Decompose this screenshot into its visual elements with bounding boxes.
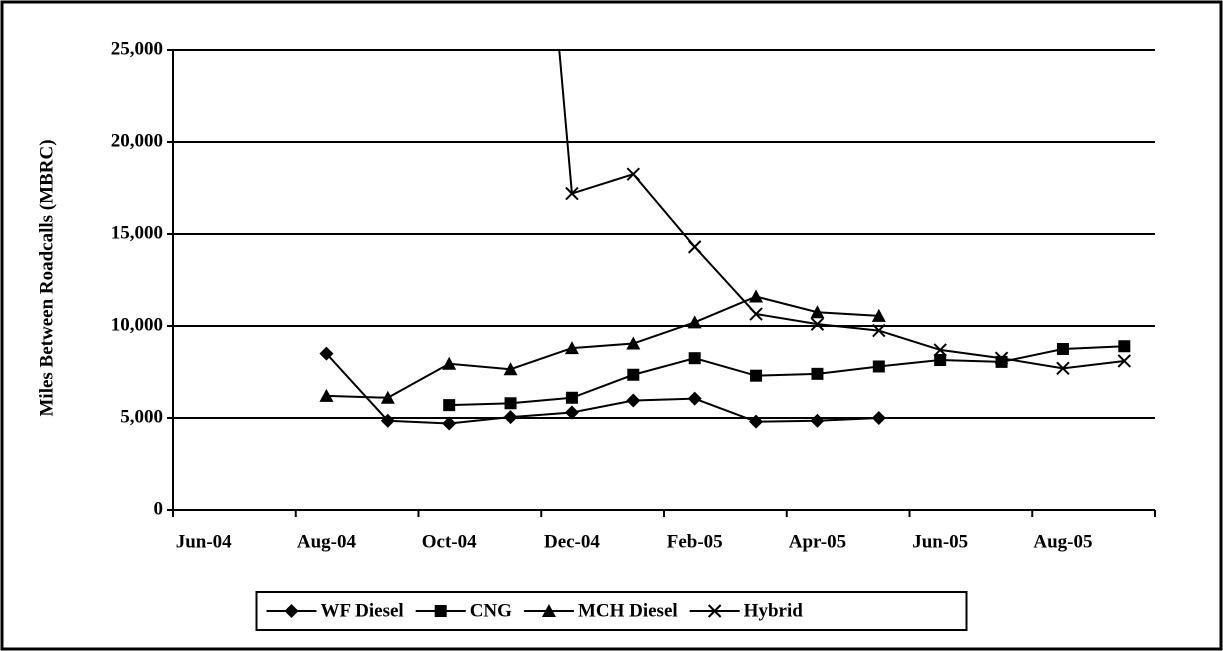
marker (749, 289, 764, 303)
series-line (326, 295, 879, 399)
x-tick-label: Dec-04 (544, 531, 600, 552)
marker (284, 604, 299, 618)
marker (1117, 354, 1132, 368)
x-tick-label: Oct-04 (422, 531, 477, 552)
y-tick-label: 5,000 (120, 406, 163, 427)
x-tick-label: Aug-05 (1033, 531, 1092, 552)
y-tick-label: 15,000 (111, 222, 163, 243)
marker (749, 307, 763, 321)
marker (564, 405, 579, 420)
marker (687, 240, 702, 254)
marker (688, 352, 701, 365)
marker (811, 367, 824, 380)
series-line (325, 352, 879, 425)
marker (434, 605, 447, 617)
marker (750, 369, 763, 382)
legend-label: CNG (470, 600, 512, 621)
marker (934, 354, 947, 367)
y-tick-label: 20,000 (111, 130, 163, 151)
marker (810, 317, 825, 331)
x-tick-label: Feb-05 (667, 531, 723, 552)
marker (319, 388, 334, 402)
marker (626, 393, 641, 408)
legend-label: Hybrid (744, 600, 804, 621)
marker (627, 368, 640, 381)
marker (626, 167, 641, 181)
x-tick-label: Jun-05 (912, 531, 968, 552)
marker (565, 186, 579, 201)
marker (707, 604, 722, 618)
y-axis-label: Miles Between Roadcalls (MBRC) (36, 139, 57, 416)
marker (933, 343, 947, 357)
y-tick-label: 0 (154, 498, 164, 519)
marker (503, 362, 518, 376)
x-tick-label: Apr-05 (789, 531, 846, 552)
marker (504, 397, 517, 410)
marker (994, 351, 1009, 365)
marker (1056, 361, 1070, 376)
marker (1056, 343, 1069, 355)
marker (541, 604, 556, 617)
legend-label: MCH Diesel (578, 600, 678, 621)
marker (626, 336, 641, 350)
legend-box (255, 591, 968, 631)
marker (687, 391, 702, 406)
marker (871, 308, 886, 322)
marker (442, 416, 457, 431)
marker (1118, 340, 1131, 353)
y-tick-label: 25,000 (111, 38, 163, 59)
marker (565, 391, 578, 404)
x-tick-label: Aug-04 (297, 531, 357, 552)
marker (443, 399, 456, 412)
marker (319, 346, 334, 361)
marker (442, 356, 457, 370)
marker (564, 341, 579, 355)
legend-label: WF Diesel (321, 600, 404, 621)
marker (872, 360, 885, 373)
x-tick-label: Jun-04 (176, 531, 232, 552)
marker (810, 305, 825, 319)
marker (380, 390, 395, 404)
y-tick-label: 10,000 (111, 314, 163, 335)
